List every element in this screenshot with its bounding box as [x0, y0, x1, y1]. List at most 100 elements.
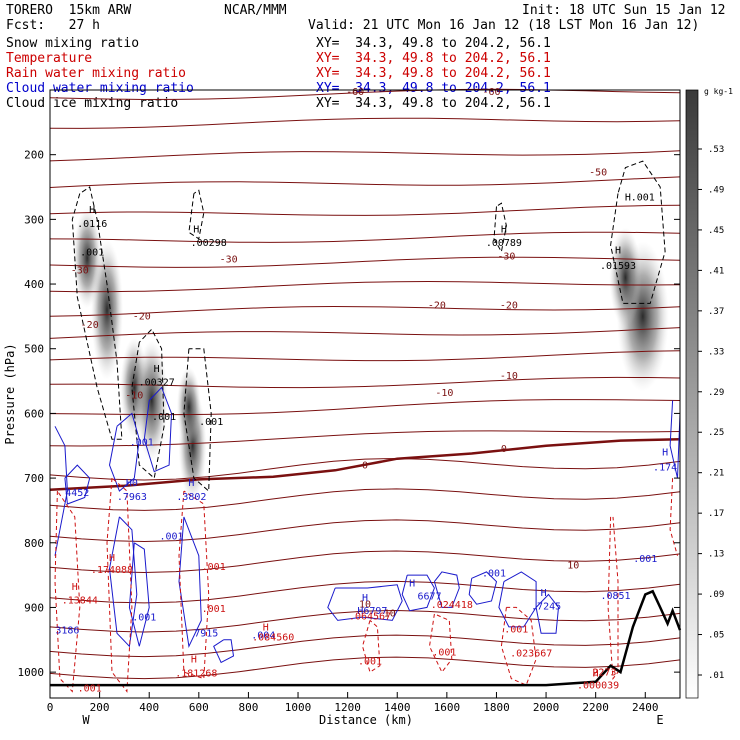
- cloud-water-label: 3186: [55, 625, 79, 636]
- x-axis-label: Distance (km): [319, 713, 413, 727]
- cloud-water-contour: [669, 400, 681, 479]
- temperature-contour: [49, 656, 681, 680]
- y-tick-label: 300: [24, 213, 44, 226]
- zero-isotherm: [49, 438, 681, 491]
- cloud-water-label: .0851: [600, 591, 630, 602]
- temperature-contour: [49, 376, 681, 389]
- y-tick-label: 1000: [18, 666, 45, 679]
- temperature-label: 10: [384, 609, 396, 620]
- ice-shade: [609, 227, 642, 328]
- snow-contour: [183, 348, 212, 493]
- x-tick-label: 1400: [384, 701, 411, 714]
- x-tick-label: 400: [139, 701, 159, 714]
- cloud-water-contour: [401, 574, 435, 612]
- cloud-water-contours: [54, 386, 681, 664]
- zero-label: 0: [362, 460, 368, 471]
- snow-contour: [188, 189, 205, 240]
- temperature-label: 10: [567, 561, 579, 572]
- y-tick-label: 200: [24, 149, 44, 162]
- cloud-water-label: .001: [633, 554, 657, 565]
- y-tick-label: 900: [24, 601, 44, 614]
- snow-contour: [610, 160, 666, 304]
- colorbar-tick-label: .37: [708, 307, 724, 317]
- temperature-contour: [49, 430, 681, 447]
- x-tick-label: 1800: [483, 701, 510, 714]
- temperature-label: -30: [71, 266, 89, 277]
- rain-contour: [178, 490, 210, 680]
- rain-label: .174088: [91, 565, 133, 576]
- temperature-label: -20: [500, 301, 518, 312]
- temperature-label: -10: [435, 388, 453, 399]
- rain-label: .181268: [175, 669, 217, 680]
- cloud-water-contour: [327, 584, 403, 621]
- y-tick-label: 500: [24, 343, 44, 356]
- legend-rain-xy: XY= 34.3, 49.8 to 204.2, 56.1: [316, 66, 551, 81]
- rain-label: .001: [504, 625, 528, 636]
- temperature-contour: [49, 117, 681, 129]
- snow-label: .01593: [600, 261, 636, 272]
- temperature-label: -20: [133, 312, 151, 323]
- rain-contour: [669, 478, 678, 556]
- snow-label: H: [501, 224, 507, 235]
- temperature-contour: [49, 580, 681, 604]
- y-tick-label: 600: [24, 407, 44, 420]
- rain-label: .084560: [252, 632, 294, 643]
- legend-temperature-xy: XY= 34.3, 49.8 to 204.2, 56.1: [316, 51, 551, 66]
- colorbar-tick-label: .09: [708, 590, 724, 600]
- cloud-water-label: H0: [126, 478, 138, 489]
- x-tick-label: 1000: [285, 701, 312, 714]
- rain-label: H: [72, 582, 78, 593]
- east-label: E: [656, 713, 663, 727]
- snow-contour: [493, 202, 507, 254]
- terrain-profile: [50, 589, 682, 687]
- temperature-contour: [49, 609, 681, 633]
- colorbar-tick-label: .25: [708, 428, 724, 438]
- rain-label: .001: [78, 684, 102, 695]
- snow-label: .001: [199, 417, 223, 428]
- legend-cloud-water-name: Cloud water mixing ratio: [6, 81, 194, 96]
- rain-label: .024418: [431, 600, 473, 611]
- x-tick-label: 800: [238, 701, 258, 714]
- snow-label: .00789: [486, 238, 522, 249]
- snow-label: H: [193, 224, 199, 235]
- rain-contour: [361, 620, 381, 673]
- cloud-water-contour: [433, 571, 460, 608]
- cloud-water-label: .001: [482, 568, 506, 579]
- colorbar-tick-label: .41: [708, 266, 724, 276]
- x-tick-label: 1600: [434, 701, 461, 714]
- legend-cloud-ice-xy: XY= 34.3, 49.8 to 204.2, 56.1: [316, 96, 551, 111]
- cloud-water-contour: [64, 464, 91, 505]
- cloud-water-contour: [54, 426, 68, 556]
- cloud-water-label: .001: [132, 612, 156, 623]
- plot-frame: [49, 89, 681, 699]
- colorbar-tick-label: .21: [708, 469, 724, 479]
- temperature-label: 10: [359, 599, 371, 610]
- rain-label: .001: [432, 647, 456, 658]
- cloud-water-contour: [108, 412, 140, 492]
- rain-label: 2273: [592, 667, 616, 678]
- snow-label: H: [89, 205, 95, 216]
- rain-contour: [54, 490, 81, 693]
- cloud-water-label: H: [362, 593, 368, 604]
- temperature-contour: [49, 256, 681, 268]
- temperature-label: -10: [125, 391, 143, 402]
- temperature-label: -10: [500, 371, 518, 382]
- cloud-water-contour: [468, 571, 498, 605]
- cloud-water-label: H: [188, 478, 194, 489]
- temperature-contour: [49, 399, 681, 416]
- y-tick-label: 700: [24, 472, 44, 485]
- cloud-water-label: .174: [653, 462, 677, 473]
- rain-contours: [54, 477, 678, 693]
- ice-shade: [135, 340, 168, 461]
- y-tick-label: 800: [24, 537, 44, 550]
- temperature-label: -20: [81, 320, 99, 331]
- rain-label: H: [191, 654, 197, 665]
- colorbar-tick-label: .45: [708, 226, 724, 236]
- snow-label: H: [625, 193, 631, 204]
- colorbar-tick-label: .49: [708, 185, 724, 195]
- colorbar-tick-label: .05: [708, 631, 724, 641]
- cloud-water-label: H6797: [357, 606, 387, 617]
- colorbar-tick-label: .29: [708, 388, 724, 398]
- terrain-line: [50, 589, 682, 687]
- rain-label: H: [593, 669, 599, 680]
